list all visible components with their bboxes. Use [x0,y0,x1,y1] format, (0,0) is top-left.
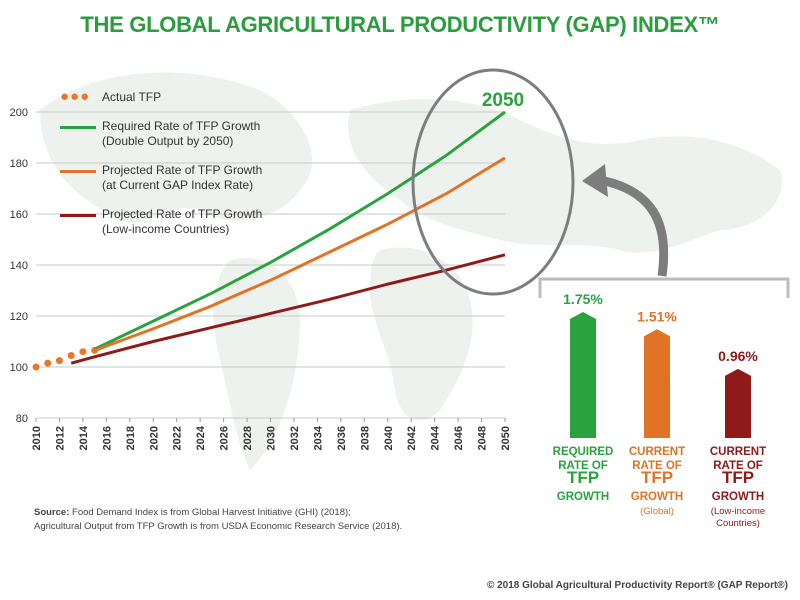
y-axis-ticks: 80 100 120 140 160 180 200 [10,107,28,425]
bar-category-label: GROWTH [557,491,609,503]
gridlines [35,111,506,422]
x-tick-label: 2020 [148,426,160,450]
bar-category-label: RATE OF [713,460,763,472]
bar-value-label: 1.75% [563,291,603,307]
x-tick-label: 2034 [312,425,324,450]
x-tick-label: 2022 [172,426,184,450]
bar-category-label: TFP [722,468,754,487]
bar-note-label: (Low-income [711,506,765,517]
x-tick-label: 2046 [453,426,465,450]
y-tick-label: 140 [10,260,28,272]
legend-item-projected: Projected Rate of TFP Growth (at Current… [60,163,310,193]
page-title: THE GLOBAL AGRICULTURAL PRODUCTIVITY (GA… [80,12,720,37]
chart-legend: ●●● Actual TFP Required Rate of TFP Grow… [60,88,310,251]
x-tick-label: 2042 [406,426,418,450]
legend-swatch-dark-red [60,214,96,217]
callout-2050-label: 2050 [482,90,524,111]
legend-label: Projected Rate of TFP Growth [102,207,263,221]
y-tick-label: 160 [10,209,28,221]
x-axis-ticks: 2010 2012 2014 2016 2018 2020 2022 2024 2026 2028… [31,425,512,450]
source-line-2: Agricultural Output from TFP Growth is f… [34,521,403,532]
copyright-notice: © 2018 Global Agricultural Productivity … [486,580,788,591]
chart-series [32,110,506,371]
x-tick-label: 2050 [500,426,512,450]
legend-item-low-income: Projected Rate of TFP Growth (Low-income… [60,207,310,237]
curved-arrow-icon [582,164,669,277]
bar-note-label: Countries) [716,518,760,529]
legend-sublabel: (Double Output by 2050) [102,134,234,148]
x-tick-label: 2026 [219,426,231,450]
legend-label: Projected Rate of TFP Growth [102,163,263,177]
callout-ellipse [411,68,575,296]
legend-item-actual-tfp: ●●● Actual TFP [60,88,310,105]
legend-label: Required Rate of TFP Growth [102,119,261,133]
x-tick-label: 2030 [266,426,278,450]
x-tick-label: 2024 [195,425,207,450]
y-tick-label: 80 [16,413,28,425]
x-tick-label: 2040 [383,426,395,450]
legend-sublabel: (at Current GAP Index Rate) [102,178,254,192]
callout-2050: 2050 [411,68,575,296]
series-projected [94,156,506,352]
x-tick-label: 2036 [336,426,348,450]
y-tick-label: 180 [10,158,28,170]
source-note: Source: Food Demand Index is from Global… [34,506,504,534]
x-tick-label: 2018 [125,426,137,450]
bar-category-label: CURRENT [629,446,685,458]
x-tick-label: 2032 [289,426,301,450]
x-tick-label: 2044 [430,425,442,450]
legend-sublabel: (Low-income Countries) [102,222,230,236]
bar-category-label: TFP [567,468,599,487]
legend-item-required: Required Rate of TFP Growth (Double Outp… [60,119,310,149]
y-tick-label: 100 [10,362,28,374]
bar-category-label: RATE OF [558,460,608,472]
x-tick-label: 2016 [101,426,113,450]
bar-category-label: REQUIRED [553,446,614,458]
x-tick-label: 2048 [477,426,489,450]
rate-bar [725,368,751,438]
actual-tfp-point [32,363,40,371]
legend-swatch-green [60,126,96,129]
x-tick-label: 2010 [31,426,43,450]
x-tick-label: 2012 [54,426,66,450]
bar-note-label: (Global) [640,506,674,517]
rate-bar [570,312,596,438]
x-tick-label: 2038 [359,426,371,450]
actual-tfp-point [79,348,87,356]
legend-label: Actual TFP [102,90,162,104]
series-required [93,110,506,351]
bar-category-label: TFP [641,468,673,487]
bar-category-label: RATE OF [632,460,682,472]
bar-category-label: GROWTH [631,491,683,503]
actual-tfp-point [55,357,63,365]
bar-value-label: 1.51% [637,308,677,324]
source-prefix: Source: [34,507,70,518]
bar-category-label: CURRENT [710,446,766,458]
y-tick-label: 120 [10,311,28,323]
actual-tfp-point [67,352,75,360]
actual-tfp-point [44,359,52,367]
rate-bar [644,329,670,438]
series-low-income [70,253,506,365]
dots-icon: ●●● [60,88,91,105]
source-line-1: Food Demand Index is from Global Harvest… [72,507,351,518]
bar-panel-bracket [538,277,790,298]
legend-swatch-orange [60,170,96,173]
x-tick-label: 2028 [242,426,254,450]
bar-value-label: 0.96% [718,348,758,364]
x-tick-label: 2014 [78,425,90,450]
bar-category-label: GROWTH [712,491,764,503]
y-tick-label: 200 [10,107,28,119]
